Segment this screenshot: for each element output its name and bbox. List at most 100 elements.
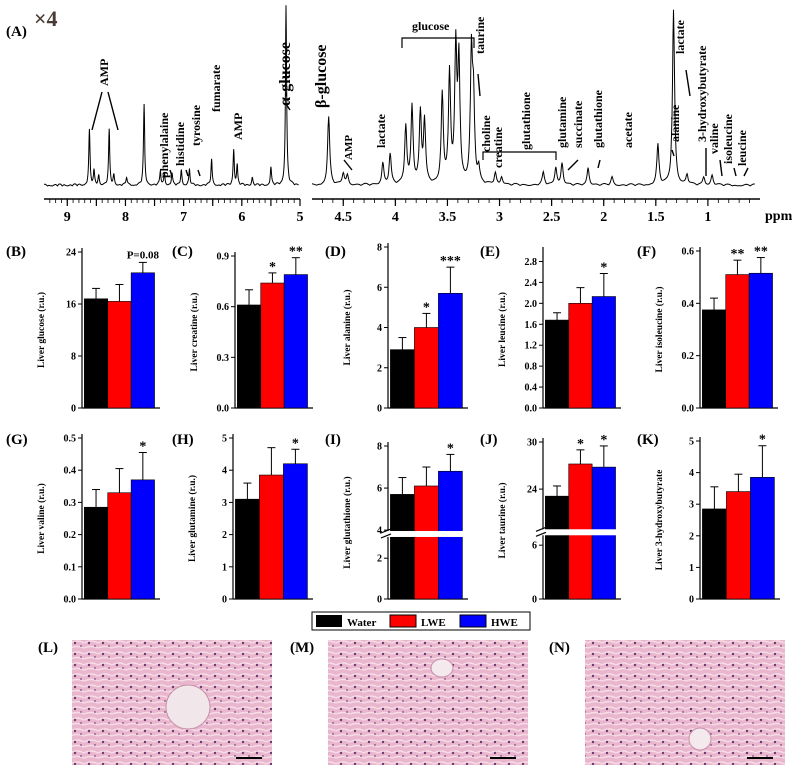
- axis-break-mark: [535, 531, 547, 537]
- bar-water: [235, 498, 260, 600]
- y-tick-label: 30: [527, 438, 537, 449]
- central-vein-n: [688, 727, 712, 751]
- bar-chart-8: (J) Liver taurine (r.u.) 0 6 24 30 * *: [480, 432, 623, 606]
- peak-arrow: [477, 73, 481, 97]
- bar-hwe: [283, 274, 308, 409]
- y-tick-label: 3: [689, 500, 694, 511]
- bar-hwe: [130, 479, 155, 600]
- y-tick-label: 2: [222, 530, 227, 541]
- panel-label: (D): [325, 244, 346, 260]
- bar-lwe: [568, 303, 593, 409]
- bar-lwe: [107, 492, 132, 600]
- central-vein-l: [165, 684, 211, 730]
- y-tick-label: 0: [532, 595, 537, 606]
- legend-label-lwe: LWE: [421, 617, 446, 629]
- peak-label: lactate: [374, 113, 388, 148]
- legend-label-water: Water: [347, 617, 376, 629]
- peak-label: 3-hydroxybutyrate: [695, 45, 709, 142]
- y-tick-label: 6: [532, 541, 537, 552]
- y-tick-label: 0.2: [682, 351, 695, 362]
- spectrum-tick-label: 1.5: [647, 210, 665, 225]
- bar-hwe: [750, 477, 775, 600]
- bar-hwe: [748, 272, 773, 409]
- peak-label: phenylalaine: [157, 112, 171, 178]
- bar-lwe: [414, 485, 439, 600]
- y-tick-label: 0.0: [64, 595, 77, 606]
- legend: Water LWE HWE: [311, 611, 531, 631]
- axis-break: [537, 529, 623, 536]
- peak-label: AMP: [343, 135, 355, 160]
- spectrum-tick-label: 4: [392, 210, 399, 225]
- bar-water: [702, 309, 727, 409]
- significance-label: **: [730, 247, 744, 262]
- y-axis-label: Liver glutamine (r.u.): [187, 475, 198, 562]
- spectrum-ticks: 9 8 7 6 5 4.5 4 3.5 3 2.5 2 1.5 1: [49, 199, 750, 225]
- bar-water: [545, 319, 570, 409]
- peak-arrow: [285, 103, 291, 111]
- peak-label: valine: [707, 123, 721, 154]
- bar-water: [390, 494, 415, 600]
- peak-arrow: [719, 159, 723, 177]
- y-tick-label: 0: [377, 404, 382, 415]
- significance-label: *: [292, 436, 299, 451]
- panel-label: (B): [6, 244, 26, 260]
- y-tick-label: 5: [222, 434, 227, 445]
- y-tick-label: 4: [377, 323, 382, 334]
- histology-images: (L) (M) (N): [38, 640, 785, 765]
- peak-arrow: [685, 69, 691, 97]
- y-tick-label: 0.9: [217, 252, 230, 263]
- y-tick-label: 2.8: [525, 257, 538, 268]
- spectrum-tick-label: 9: [64, 210, 71, 225]
- spectrum-tick-label: 4.5: [335, 210, 353, 225]
- y-tick-label: 2: [689, 531, 694, 542]
- glucose-bracket: [401, 37, 475, 48]
- y-tick-label: 0.8: [525, 362, 538, 373]
- y-tick-label: 0: [222, 595, 227, 606]
- y-axis-label: Liver taurine (r.u.): [497, 483, 508, 559]
- y-tick-label: 4: [377, 526, 382, 537]
- y-tick-label: 16: [66, 300, 76, 311]
- spectrum-tick-label: 5: [297, 210, 304, 225]
- bar-chart-5: (G) Liver valine (r.u.) 0.0 0.1 0.2 0.3 0.4 0.5…: [6, 432, 160, 606]
- bar-chart-4: (F) Liver isoleucine (r.u.) 0.0 0.2 0.4 0.6 **…: [637, 244, 778, 415]
- axis-break-mark: [380, 533, 392, 539]
- peak-label: isoleucine: [721, 113, 735, 164]
- peak-label: fumarate: [209, 64, 223, 112]
- y-tick-label: 1.6: [525, 320, 538, 331]
- bar-hwe: [283, 463, 308, 600]
- glutathione-bracket: [482, 151, 557, 160]
- central-vein-m: [430, 658, 454, 678]
- bar-lwe: [259, 474, 284, 600]
- bar-hwe: [591, 296, 616, 409]
- bar-chart-6: (H) Liver glutamine (r.u.) 0 1 2 3 4 5 *: [172, 432, 313, 606]
- significance-label: *: [759, 433, 766, 448]
- axis-break: [382, 530, 470, 537]
- panel-label: (K): [637, 432, 659, 448]
- y-tick-label: 8: [377, 442, 382, 453]
- peak-label: AMP: [97, 59, 111, 86]
- peak-label: α-glucose: [277, 42, 294, 106]
- ppm-unit: ppm: [765, 209, 793, 224]
- panel-label: (E): [480, 244, 500, 260]
- y-tick-label: 6: [377, 484, 382, 495]
- bar-hwe: [130, 272, 155, 409]
- y-axis-label: Liver leucine (r.u.): [497, 292, 508, 367]
- bar-lwe: [726, 491, 751, 600]
- histology-image-n: [585, 640, 785, 765]
- peak-arrow: [185, 169, 189, 177]
- axis-break-mark: [380, 528, 392, 534]
- y-tick-label: 0.6: [217, 302, 230, 313]
- y-tick-label: 1: [689, 563, 694, 574]
- significance-label: *: [600, 433, 607, 448]
- peak-label: glutathione: [519, 91, 533, 150]
- peak-arrow: [671, 149, 675, 157]
- legend-swatch-hwe: [459, 614, 487, 628]
- y-tick-label: 2.0: [525, 299, 538, 310]
- y-axis-label: Liver valine (r.u.): [36, 483, 47, 554]
- significance-label: ***: [440, 254, 461, 269]
- y-axis-label: Liver glucose (r.u.): [36, 292, 47, 368]
- y-tick-label: 24: [527, 485, 537, 496]
- panel-label: (C): [172, 244, 193, 260]
- spectrum-tick-label: 7: [180, 210, 187, 225]
- zoom-label: ×4: [34, 6, 58, 31]
